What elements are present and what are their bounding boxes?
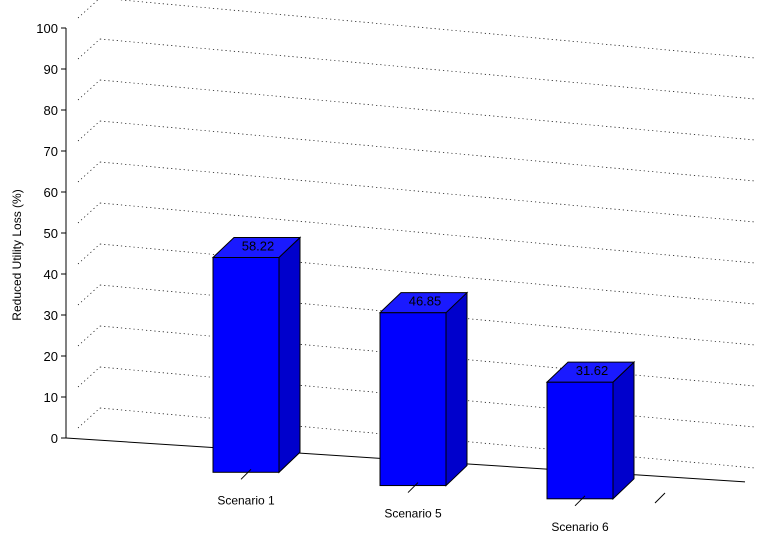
y-tick-label: 80 <box>44 103 58 118</box>
grid-depth-line <box>77 284 101 306</box>
grid-depth-line <box>77 325 101 347</box>
x-tick-label: Scenario 5 <box>384 507 442 521</box>
bar-value-label: 58.22 <box>242 238 275 253</box>
bar-top <box>545 361 636 383</box>
y-tick-label: 40 <box>44 267 58 282</box>
grid-line <box>99 243 756 305</box>
grid-depth-line <box>77 0 99 19</box>
y-tick-label: 30 <box>44 308 58 323</box>
grid-line <box>99 284 756 346</box>
bar-side <box>445 291 468 487</box>
bar-front <box>379 312 447 487</box>
grid-line <box>99 38 756 100</box>
x-tick <box>654 492 666 504</box>
y-tick-label: 90 <box>44 62 58 77</box>
bar-front <box>546 381 614 500</box>
bar-top <box>378 292 469 314</box>
grid-line <box>99 202 756 264</box>
grid-line <box>117 0 756 59</box>
grid-depth-line <box>77 202 101 224</box>
x-tick <box>240 468 252 480</box>
grid-line <box>99 79 756 141</box>
grid-depth-line <box>77 407 101 429</box>
bar-front <box>212 256 280 473</box>
y-tick-label: 100 <box>36 21 58 36</box>
y-tick-label: 50 <box>44 226 58 241</box>
grid-line <box>99 366 756 428</box>
grid-depth-line <box>77 366 101 388</box>
y-tick-label: 20 <box>44 349 58 364</box>
bar-side <box>612 360 635 500</box>
bar-value-label: 46.85 <box>409 294 442 309</box>
x-tick <box>407 482 419 493</box>
x-tick-label: Scenario 1 <box>217 493 275 507</box>
grid-depth-line <box>77 79 101 101</box>
grid-depth-line <box>77 120 101 142</box>
grid-line <box>99 407 756 469</box>
grid-line <box>99 325 756 387</box>
grid-depth-line <box>77 243 101 265</box>
bar-value-label: 31.62 <box>576 363 609 378</box>
x-tick <box>574 495 586 507</box>
grid-depth-line <box>77 161 101 183</box>
grid-line <box>99 161 756 223</box>
bar-top <box>211 236 302 258</box>
y-tick-label: 0 <box>51 431 58 446</box>
grid-depth-line <box>77 38 101 60</box>
grid-line <box>99 120 756 182</box>
y-tick-label: 60 <box>44 185 58 200</box>
x-tick-label: Scenario 6 <box>551 520 609 532</box>
bar-side <box>278 236 301 474</box>
y-tick-label: 70 <box>44 144 58 159</box>
y-axis-label: Reduced Utility Loss (%) <box>10 189 24 320</box>
y-tick-label: 10 <box>44 390 58 405</box>
